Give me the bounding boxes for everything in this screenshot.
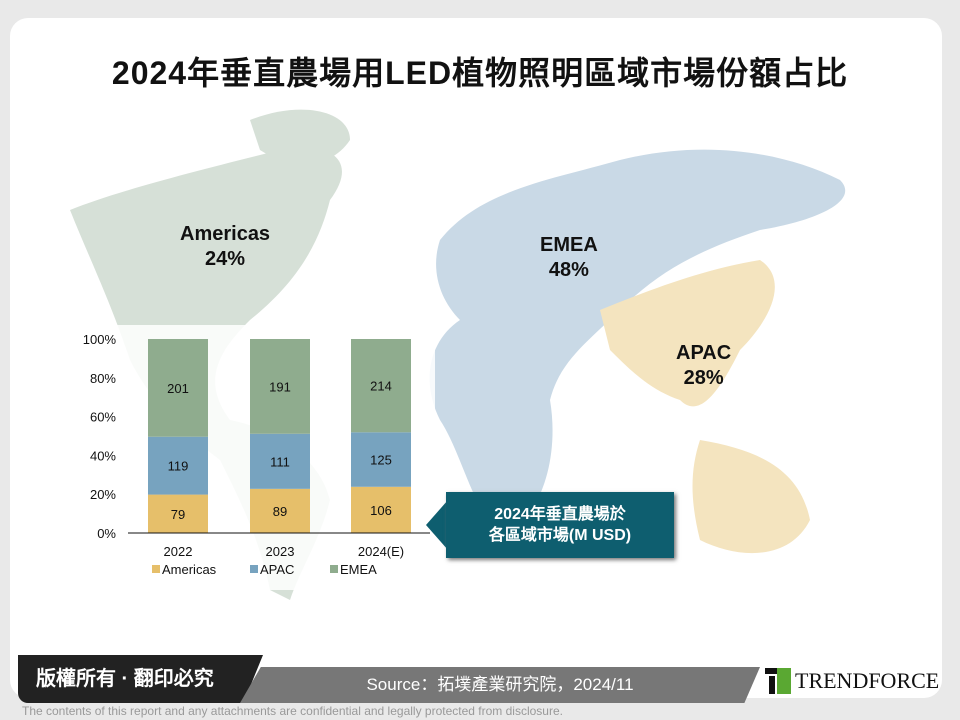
trendforce-logo-icon [765,668,791,694]
region-name: Americas [180,223,271,245]
bar-segment-apac [351,432,411,487]
map-greenland [250,109,350,164]
y-tick-label: 80% [90,371,116,386]
region-label-americas: Americas 24% [180,222,270,272]
copyright-banner: 版權所有 · 翻印必究 [18,655,263,703]
x-tick-label: 2023 [266,544,295,559]
page-title: 2024年垂直農場用LED植物照明區域市場份額占比 [111,55,849,91]
trendforce-logo: TRENDFORCE [765,668,939,694]
bar-segment-emea [351,339,411,433]
y-tick-label: 60% [90,410,116,425]
region-label-apac: APAC 28% [676,341,731,391]
map-emea [429,149,846,540]
callout-line: 2024年垂直農場於 [494,506,626,523]
bar-segment-emea [148,339,208,437]
legend-label: Americas [162,562,217,577]
bar-segment-americas [250,488,310,533]
disclaimer: The contents of this report and any atta… [22,704,563,718]
callout-arrow-icon [426,500,448,550]
data-label: 106 [370,503,392,518]
legend-label: EMEA [340,562,377,577]
region-label-emea: EMEA 48% [540,233,598,283]
legend-swatch [152,565,160,573]
logo-text: TRENDFORCE [795,668,940,693]
data-label: 214 [370,379,392,394]
source-banner: Source：拓墣產業研究院，2024/11 [240,667,760,703]
bar-segment-emea [250,339,310,434]
data-label: 201 [167,381,189,396]
legend-label: APAC [260,562,294,577]
chart-callout: 2024年垂直農場於 各區域市場(M USD) [446,492,674,558]
bar-segment-americas [148,494,208,533]
region-share: 48% [548,259,589,281]
bar-segment-apac [250,433,310,489]
y-tick-label: 40% [90,448,116,463]
data-label: 191 [269,379,291,394]
x-tick-label: 2022 [164,544,193,559]
bar-segment-apac [148,436,208,495]
y-tick-label: 100% [83,332,117,347]
bar-segment-americas [351,486,411,533]
y-tick-label: 20% [90,487,116,502]
region-name: APAC [676,342,732,364]
data-label: 79 [171,507,185,522]
region-name: EMEA [540,234,598,256]
data-label: 89 [273,504,287,519]
data-label: 119 [168,459,189,474]
region-share: 24% [205,248,246,270]
data-label: 125 [370,453,392,468]
legend-swatch [250,565,258,573]
data-label: 111 [270,454,290,469]
legend-swatch [330,565,338,573]
region-share: 28% [683,367,724,389]
map-apac [600,260,810,554]
y-tick-label: 0% [97,526,116,541]
callout-line: 各區域市場(M USD) [488,527,632,544]
x-tick-label: 2024(E) [358,544,404,559]
